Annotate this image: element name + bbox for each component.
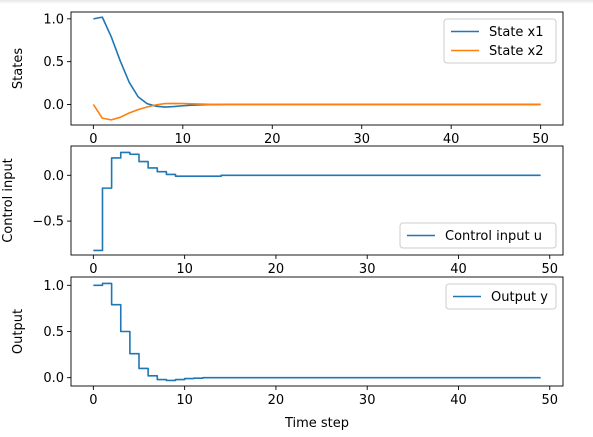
series-line-1	[93, 151, 541, 252]
y-tick-label: 0.0	[43, 371, 64, 386]
legend-entry: Output y	[491, 290, 548, 305]
legend-entry: Control input u	[445, 229, 542, 244]
axes-frame	[70, 145, 564, 256]
x-tick-label: 50	[541, 393, 558, 408]
y-tick-label: 0.5	[43, 55, 64, 70]
x-tick-label: 0	[89, 262, 97, 277]
subplot-3: 0 10 20 30 40 50 0.0 0.5 1.0 Output Time step Outpu…	[11, 276, 564, 431]
y-tick-label: 0.5	[43, 325, 64, 340]
legend: Output y	[445, 283, 557, 310]
x-tick-label: 30	[353, 132, 370, 147]
window-top-edge	[0, 0, 593, 4]
x-tick-label: 20	[268, 262, 285, 277]
axes-frame	[70, 11, 564, 126]
legend-box	[399, 222, 557, 249]
subplot-2: 0 10 20 30 40 50 −0.5 0.0 Control input Control i…	[1, 145, 564, 277]
legend: Control input u	[399, 222, 557, 249]
x-tick-label: 40	[450, 393, 467, 408]
x-tick-label: 30	[359, 262, 376, 277]
x-tick-label: 50	[541, 262, 558, 277]
legend-box	[445, 283, 557, 310]
y-tick-label: 1.0	[43, 279, 64, 294]
x-tick-label: 20	[264, 132, 281, 147]
legend-box	[443, 18, 557, 64]
y-axis-label: Output	[11, 309, 26, 354]
y-axis-label: Control input	[1, 158, 16, 243]
x-tick-label: 0	[89, 132, 97, 147]
x-tick-label: 10	[176, 262, 193, 277]
legend: State x1 State x2	[443, 18, 557, 64]
x-tick-label: 40	[443, 132, 460, 147]
series-line-2	[92, 102, 541, 121]
y-tick-label: −0.5	[32, 215, 64, 230]
x-tick-label: 10	[176, 393, 193, 408]
y-tick-label: 0.0	[43, 98, 64, 113]
x-tick-label: 20	[268, 393, 285, 408]
x-tick-label: 40	[450, 262, 467, 277]
series-line-1	[93, 282, 541, 382]
x-tick-label: 50	[532, 132, 549, 147]
y-axis-label: States	[11, 48, 26, 89]
y-tick-label: 0.0	[43, 169, 64, 184]
x-tick-label: 10	[175, 132, 192, 147]
legend-entry: State x1	[489, 25, 544, 40]
y-tick-label: 1.0	[43, 12, 64, 27]
legend-entry: State x2	[489, 44, 544, 59]
x-axis-label: Time step	[284, 416, 349, 431]
x-tick-label: 0	[89, 393, 97, 408]
x-tick-label: 30	[359, 393, 376, 408]
